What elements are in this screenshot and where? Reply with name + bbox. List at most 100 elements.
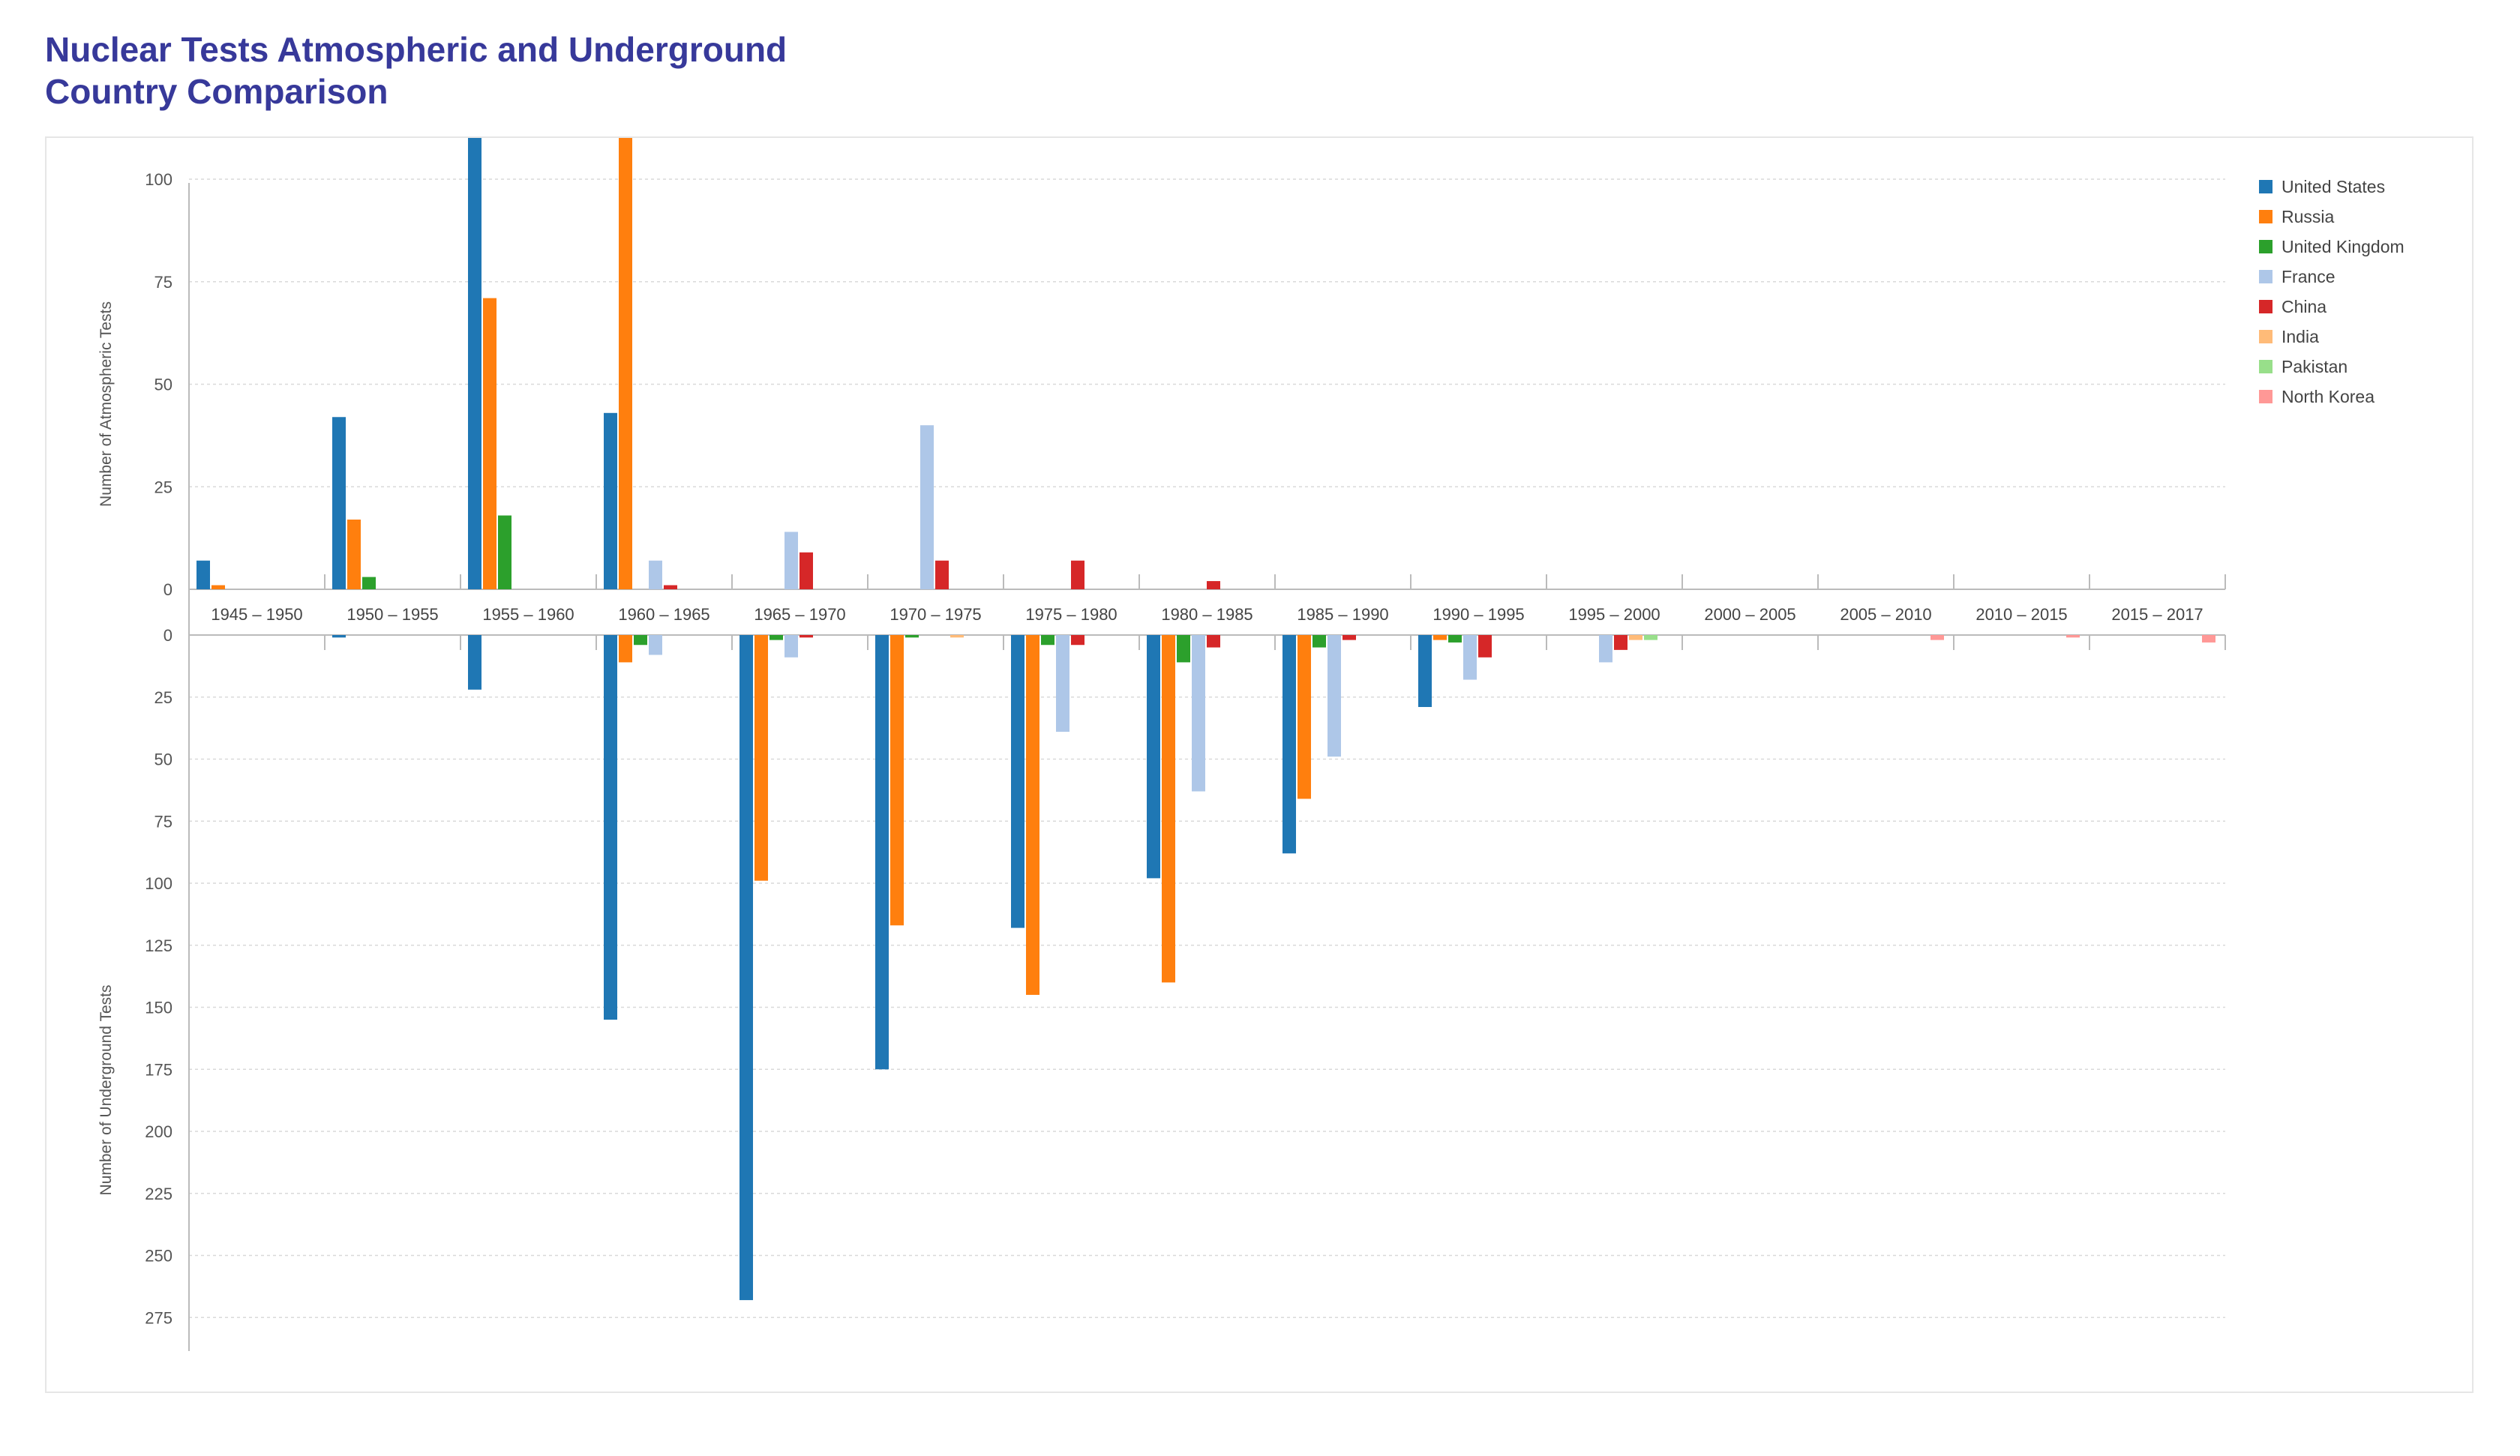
atmospheric-bar [347,520,361,589]
underground-bar [2202,635,2216,643]
legend-label: India [2282,327,2319,346]
legend-swatch [2259,300,2272,313]
underground-bar [1614,635,1628,650]
underground-bar [875,635,889,1070]
legend-swatch [2259,180,2272,193]
underground-bar [1312,635,1326,648]
underground-bar [1298,635,1311,799]
category-label: 1975 – 1980 [1025,605,1117,624]
atmospheric-bar [362,577,376,589]
legend-swatch [2259,330,2272,343]
atmospheric-y-axis-title: Number of Atmospheric Tests [98,301,115,507]
legend-swatch [2259,210,2272,223]
underground-bar [468,635,482,690]
atmospheric-bar [649,560,662,589]
underground-bar [890,635,904,926]
underground-bar [1011,635,1024,928]
underground-bar [1177,635,1190,663]
atmospheric-bar [1207,581,1220,589]
underground-bar [619,635,632,663]
legend-label: Russia [2282,207,2335,226]
underground-bar [1207,635,1220,648]
underground-bar [754,635,768,881]
category-label: 1970 – 1975 [890,605,981,624]
underground-bar [905,635,919,638]
category-label: 1955 – 1960 [482,605,574,624]
underground-bar [1147,635,1160,879]
atmospheric-y-tick-label: 0 [164,580,172,599]
category-label: 1960 – 1965 [618,605,710,624]
category-label: 2000 – 2005 [1704,605,1796,624]
underground-bar [649,635,662,655]
category-label: 1965 – 1970 [754,605,845,624]
legend-label: China [2282,297,2326,316]
atmospheric-y-tick-label: 100 [145,170,172,189]
atmospheric-bar [483,298,496,589]
underground-bar [770,635,783,640]
underground-y-tick-label: 100 [145,874,172,893]
atmospheric-bar [498,515,512,589]
atmospheric-bar [619,138,632,589]
category-label: 1950 – 1955 [346,605,438,624]
category-label: 2015 – 2017 [2111,605,2203,624]
atmospheric-y-tick-label: 75 [154,273,172,292]
underground-bar [1056,635,1070,732]
atmospheric-bar [784,532,798,589]
legend-swatch [2259,360,2272,373]
underground-y-tick-label: 200 [145,1122,172,1141]
underground-y-tick-label: 175 [145,1060,172,1079]
category-label: 1980 – 1985 [1161,605,1252,624]
underground-bar [1629,635,1642,640]
category-label: 1995 – 2000 [1568,605,1660,624]
underground-bar [1071,635,1084,646]
legend-label: United States [2282,177,2385,196]
chart-card: 0255075100125150025507510012515017520022… [45,136,2474,1393]
underground-bar [1644,635,1658,640]
legend-label: North Korea [2282,387,2374,406]
underground-bar [1433,635,1447,640]
atmospheric-bar [604,412,617,589]
underground-y-tick-label: 225 [145,1185,172,1203]
category-label: 1990 – 1995 [1432,605,1524,624]
page-title-line-2: Country Comparison [45,72,388,111]
underground-y-tick-label: 0 [164,626,172,645]
underground-y-tick-label: 75 [154,812,172,831]
underground-y-tick-label: 150 [145,999,172,1017]
legend-swatch [2259,240,2272,253]
legend-label: France [2282,267,2336,286]
atmospheric-y-tick-label: 50 [154,376,172,394]
atmospheric-bar [800,552,813,589]
underground-bar [1448,635,1462,643]
underground-bar [800,635,813,638]
underground-bar [784,635,798,658]
underground-bar [1328,635,1341,757]
underground-bar [1599,635,1612,663]
atmospheric-bar [212,585,225,589]
underground-y-axis-title: Number of Underground Tests [98,985,115,1196]
underground-y-tick-label: 275 [145,1308,172,1327]
atmospheric-bar [935,560,949,589]
page-title-line-1: Nuclear Tests Atmospheric and Undergroun… [45,30,788,69]
legend-swatch [2259,270,2272,283]
category-label: 2010 – 2015 [1976,605,2067,624]
chart-svg: 0255075100125150025507510012515017520022… [98,138,2404,1351]
underground-bar [1162,635,1175,983]
atmospheric-y-tick-label: 25 [154,478,172,496]
category-label: 1945 – 1950 [211,605,302,624]
atmospheric-bar [1071,560,1084,589]
atmospheric-bar [196,560,210,589]
atmospheric-bar [468,138,482,590]
underground-bar [950,635,964,638]
underground-bar [1930,635,1944,640]
legend-label: United Kingdom [2282,237,2404,256]
underground-y-tick-label: 125 [145,936,172,955]
underground-bar [1418,635,1432,707]
atmospheric-bar [332,417,346,589]
underground-y-tick-label: 25 [154,688,172,707]
underground-bar [332,635,346,638]
page-title: Nuclear Tests Atmospheric and Undergroun… [45,28,787,112]
underground-y-tick-label: 250 [145,1247,172,1266]
underground-bar [1041,635,1054,646]
category-label: 2005 – 2010 [1840,605,1931,624]
underground-y-tick-label: 50 [154,750,172,769]
